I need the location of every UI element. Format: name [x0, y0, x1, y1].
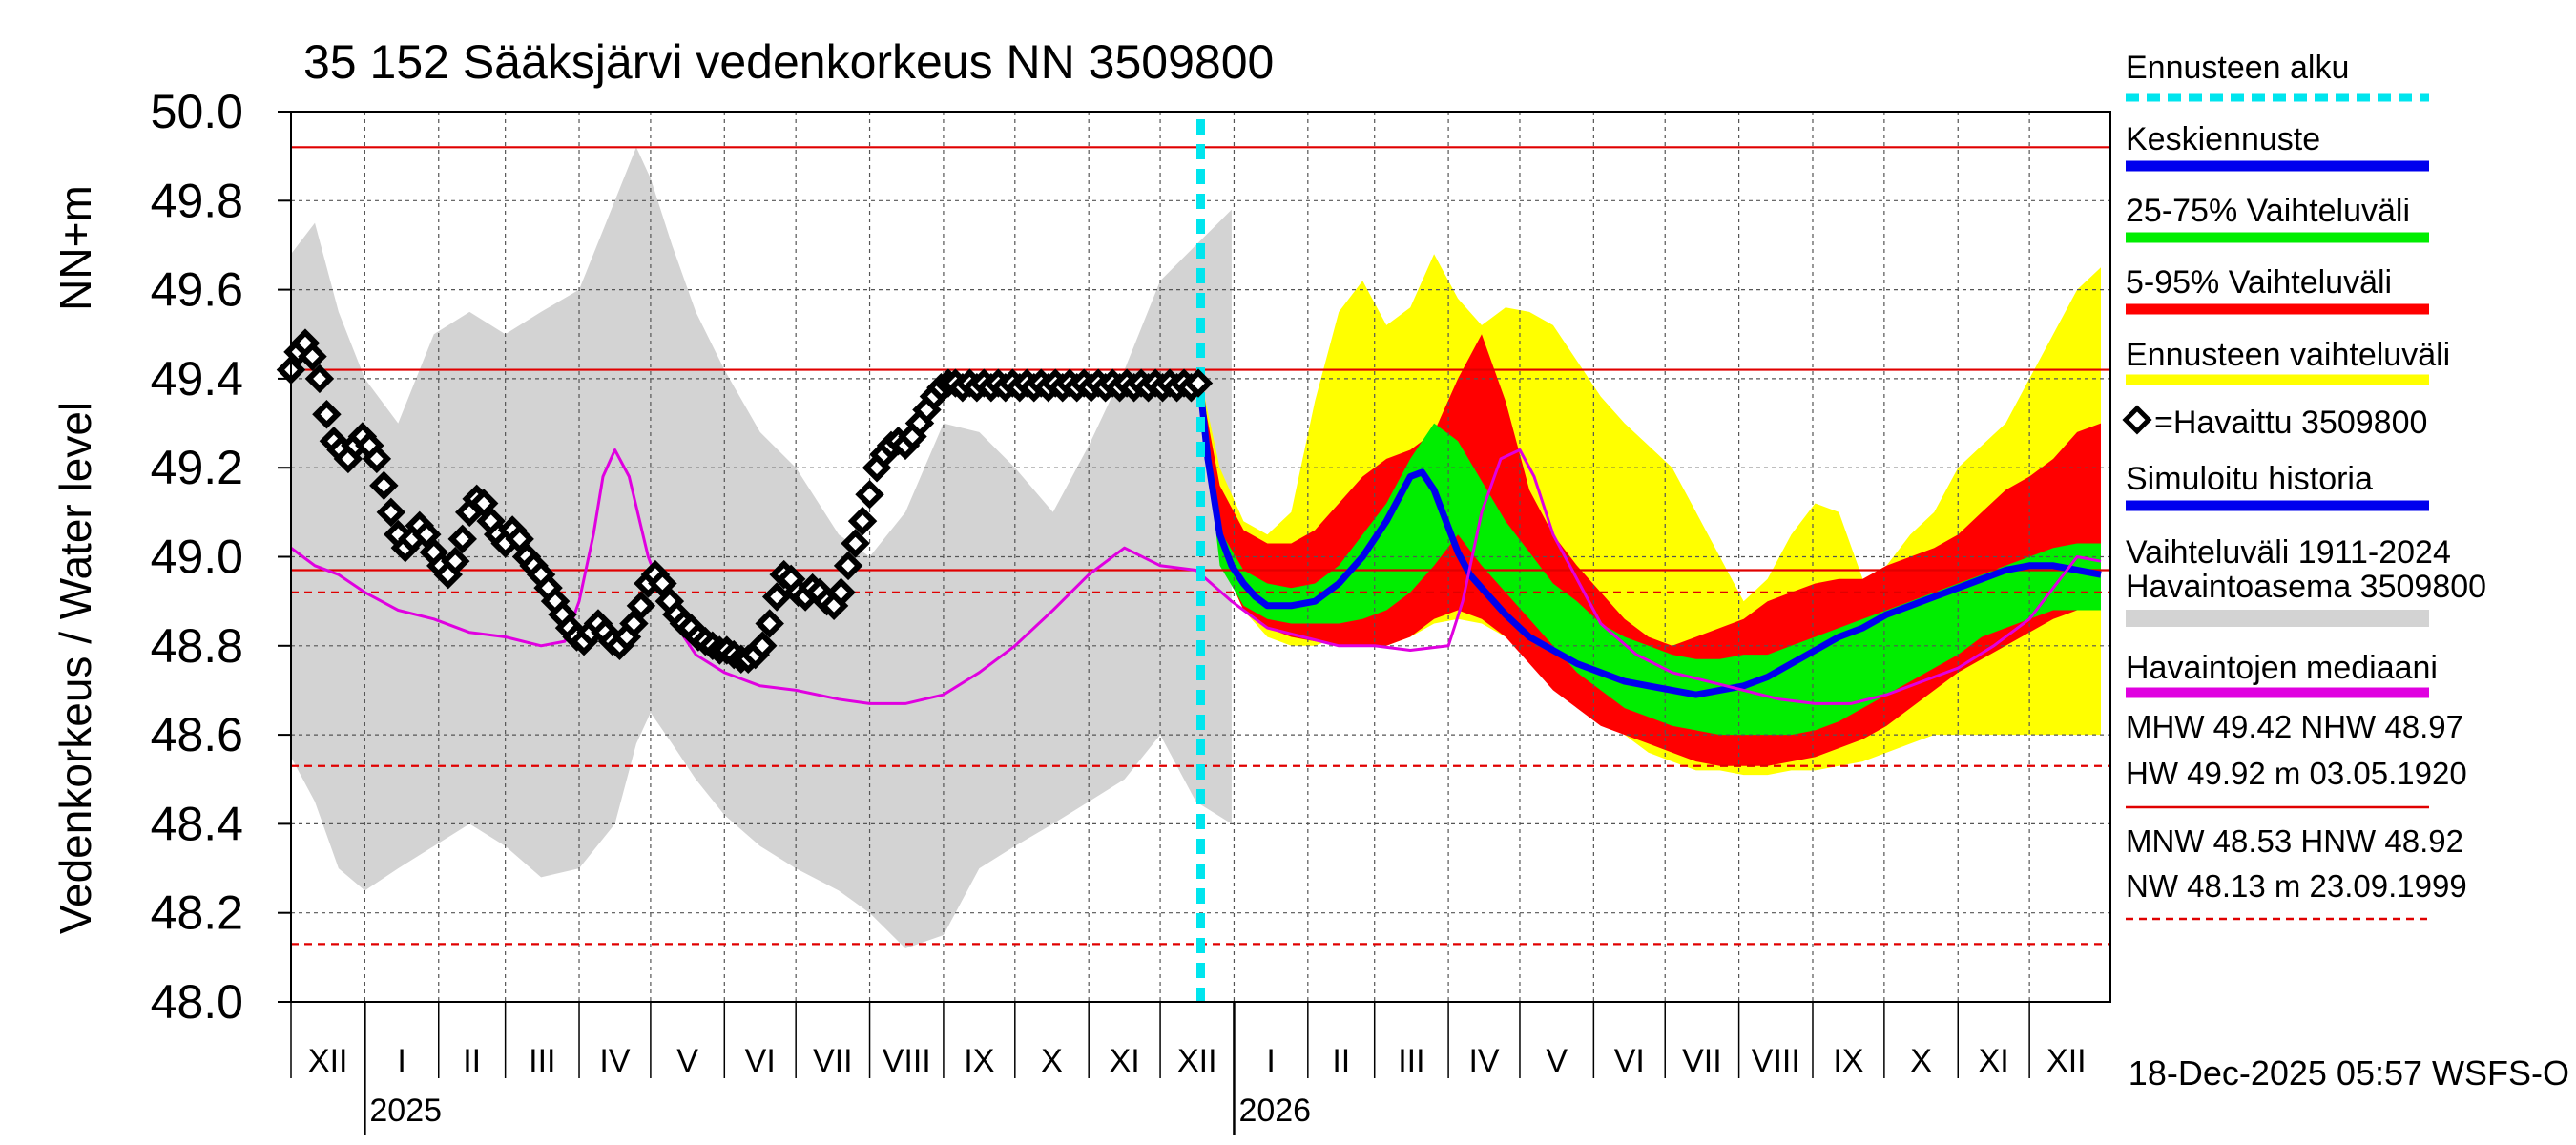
y-axis-label: Vedenkorkeus / Water level — [51, 402, 100, 934]
month-label-0: XII — [308, 1043, 348, 1079]
legend-swatch-5 — [2122, 405, 2152, 435]
month-label-8: VIII — [883, 1043, 931, 1079]
y-tick-label-9: 49.8 — [151, 174, 243, 227]
month-label-11: XI — [1110, 1043, 1140, 1079]
month-label-24: XII — [2046, 1043, 2087, 1079]
observed-point — [376, 497, 406, 528]
observed-point — [362, 444, 392, 474]
month-label-19: VII — [1682, 1043, 1722, 1079]
y-tick-label-0: 48.0 — [151, 975, 243, 1029]
y-tick-label-7: 49.4 — [151, 352, 243, 406]
observed-point — [447, 524, 477, 554]
legend-label-8: Havaintoasema 3509800 — [2126, 569, 2486, 605]
plot-content — [291, 112, 2110, 1002]
observed-point — [841, 529, 870, 558]
observed-point — [298, 342, 327, 371]
legend-label-5: =Havaittu 3509800 — [2154, 405, 2427, 441]
month-label-5: V — [676, 1043, 698, 1079]
y-tick-label-6: 49.2 — [151, 441, 243, 494]
observed-point — [847, 506, 878, 536]
y-tick-label-5: 49.0 — [151, 531, 243, 584]
observed-point — [761, 582, 792, 612]
month-label-16: IV — [1468, 1043, 1499, 1079]
month-label-12: XII — [1177, 1043, 1217, 1079]
stats-text-0: MHW 49.42 NHW 48.97 — [2126, 709, 2463, 744]
month-label-18: VI — [1614, 1043, 1645, 1079]
legend-label-0: Ennusteen alku — [2126, 50, 2349, 86]
month-label-21: IX — [1833, 1043, 1863, 1079]
observed-point — [304, 364, 335, 394]
legend-label-2: 25-75% Vaihteluväli — [2126, 193, 2410, 229]
legend-label-7: Vaihteluväli 1911-2024 — [2126, 534, 2451, 571]
observed-point — [755, 609, 784, 638]
legend: Ennusteen alku Keskiennuste 25-75% Vaihtel… — [2122, 50, 2486, 921]
y-tick-label-8: 49.6 — [151, 263, 243, 317]
observed-point — [855, 479, 884, 510]
observed-point — [369, 470, 399, 501]
plot-area — [276, 111, 2111, 1003]
month-label-22: X — [1910, 1043, 1932, 1079]
month-label-4: IV — [599, 1043, 630, 1079]
observed-point — [440, 546, 470, 576]
y-tick-label-4: 48.8 — [151, 619, 243, 673]
month-label-3: III — [529, 1043, 555, 1079]
legend-label-3: 5-95% Vaihteluväli — [2126, 264, 2392, 301]
observed-point — [1183, 368, 1214, 398]
month-label-23: XI — [1979, 1043, 2009, 1079]
legend-label-4: Ennusteen vaihteluväli — [2126, 337, 2450, 373]
stats-text-2: MNW 48.53 HNW 48.92 — [2126, 823, 2463, 859]
chart-title: 35 152 Sääksjärvi vedenkorkeus NN 350980… — [303, 35, 1274, 89]
stats-text-1: HW 49.92 m 03.05.1920 — [2126, 756, 2467, 791]
observed-point — [626, 591, 656, 621]
y-axis-unit: NN+m — [51, 185, 100, 311]
observed-point — [826, 577, 856, 608]
band-0 — [291, 147, 1232, 949]
legend-label-1: Keskiennuste — [2126, 121, 2320, 157]
footer-timestamp: 18-Dec-2025 05:57 WSFS-O — [2129, 1053, 2569, 1093]
month-label-14: II — [1332, 1043, 1350, 1079]
observed-point — [312, 399, 342, 429]
legend-label-6: Simuloitu historia — [2126, 461, 2373, 497]
month-label-10: X — [1041, 1043, 1063, 1079]
month-label-17: V — [1546, 1043, 1568, 1079]
month-label-20: VIII — [1752, 1043, 1800, 1079]
series-line-4 — [1197, 391, 2102, 698]
month-label-2: II — [463, 1043, 481, 1079]
x-axis: XII I II III IV V VI VII VIII IX X XI XII I II III IV V VI… — [290, 1001, 2110, 1135]
y-tick-label-1: 48.2 — [151, 886, 243, 940]
y-tick-label-2: 48.4 — [151, 797, 243, 850]
month-label-6: VI — [745, 1043, 776, 1079]
month-label-15: III — [1398, 1043, 1424, 1079]
month-label-7: VII — [813, 1043, 853, 1079]
legend-label-9: Havaintojen mediaani — [2126, 650, 2438, 686]
year-label-1: 2026 — [1238, 1093, 1311, 1129]
month-label-13: I — [1266, 1043, 1275, 1079]
stats-text-3: NW 48.13 m 23.09.1999 — [2126, 868, 2467, 904]
month-label-9: IX — [964, 1043, 994, 1079]
year-label-0: 2025 — [369, 1093, 442, 1129]
observed-point — [747, 631, 778, 661]
month-label-1: I — [397, 1043, 405, 1079]
observed-point — [833, 551, 863, 581]
y-axis: 48.0 48.2 48.4 48.6 48.8 49.0 49.2 49.4 49.6 49.8… — [151, 85, 291, 1029]
y-tick-label-10: 50.0 — [151, 85, 243, 138]
y-tick-label-3: 48.6 — [151, 708, 243, 761]
